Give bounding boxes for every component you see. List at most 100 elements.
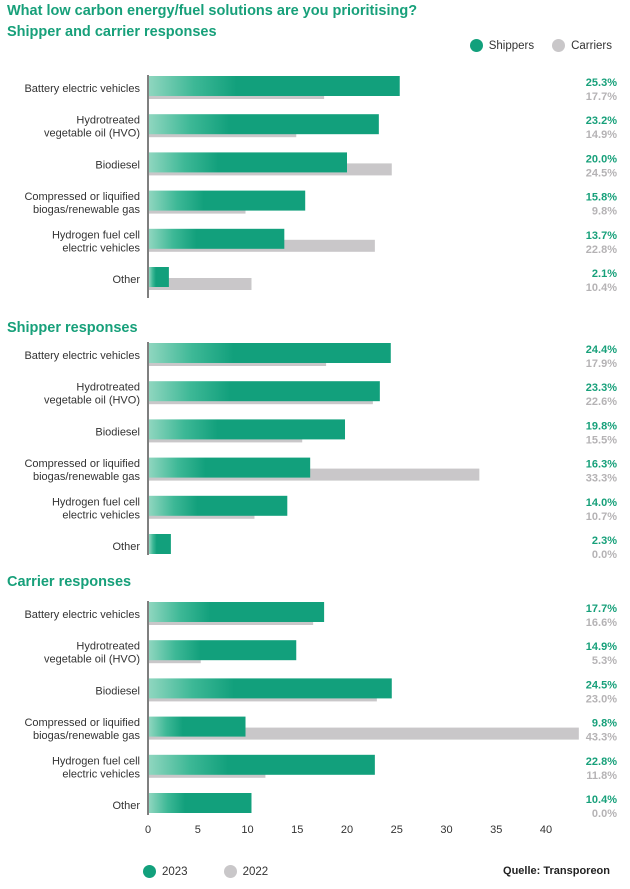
bar-2023 bbox=[149, 602, 325, 622]
category-label: vegetable oil (HVO) bbox=[44, 654, 140, 666]
category-label: Other bbox=[112, 274, 140, 286]
bar-shippers bbox=[149, 76, 400, 96]
value-label-2022: 0.0% bbox=[592, 808, 617, 820]
bar-shippers bbox=[149, 152, 347, 173]
value-label-2023: 23.3% bbox=[586, 382, 617, 394]
legend-bottom: 2023 2022 bbox=[143, 865, 304, 878]
value-label-2022: 0.0% bbox=[592, 549, 617, 561]
carriers-legend-label: Carriers bbox=[571, 39, 612, 52]
category-label: Other bbox=[112, 800, 140, 812]
category-label: Hydrotreated bbox=[76, 641, 140, 653]
category-label: Biodiesel bbox=[95, 159, 140, 171]
legend-2022-label: 2022 bbox=[242, 865, 269, 878]
bar-shippers bbox=[149, 228, 285, 249]
value-label-2022: 5.3% bbox=[592, 655, 617, 667]
legend-top: Shippers Carriers bbox=[469, 39, 612, 52]
bar-2023 bbox=[149, 381, 380, 402]
x-tick-label: 30 bbox=[440, 824, 452, 836]
value-label-2023: 14.9% bbox=[586, 641, 617, 653]
x-tick-label: 5 bbox=[195, 824, 201, 836]
bar-2023 bbox=[149, 793, 252, 813]
value-label-carriers: 14.9% bbox=[586, 129, 617, 141]
value-label-carriers: 9.8% bbox=[592, 206, 617, 218]
section-title-combined: Shipper and carrier responses bbox=[7, 24, 217, 40]
x-tick-label: 40 bbox=[540, 824, 552, 836]
category-label: Hydrotreated bbox=[76, 382, 140, 394]
bar-2022 bbox=[149, 727, 579, 740]
category-label: biogas/renewable gas bbox=[33, 471, 141, 483]
value-label-2022: 11.8% bbox=[586, 770, 617, 782]
bar-shippers bbox=[149, 114, 379, 135]
legend-2022-swatch bbox=[223, 865, 237, 878]
category-label: biogas/renewable gas bbox=[33, 204, 141, 216]
category-label: vegetable oil (HVO) bbox=[44, 395, 140, 407]
legend-2023-swatch bbox=[143, 865, 156, 878]
category-label: vegetable oil (HVO) bbox=[44, 128, 140, 140]
section-title-shipper: Shipper responses bbox=[7, 320, 138, 336]
category-label: Compressed or liquified bbox=[24, 717, 140, 729]
value-label-2023: 16.3% bbox=[586, 459, 617, 471]
x-tick-label: 10 bbox=[241, 824, 253, 836]
carriers-legend-swatch bbox=[552, 39, 566, 52]
value-label-shippers: 15.8% bbox=[586, 192, 617, 204]
category-label: Battery electric vehicles bbox=[24, 83, 140, 95]
category-label: Biodiesel bbox=[95, 685, 140, 697]
category-label: Compressed or liquified bbox=[24, 191, 140, 203]
value-label-shippers: 23.2% bbox=[586, 115, 617, 127]
category-label: Hydrotreated bbox=[76, 115, 140, 127]
value-label-2023: 24.4% bbox=[586, 344, 617, 356]
category-label: biogas/renewable gas bbox=[33, 730, 141, 742]
value-label-carriers: 24.5% bbox=[586, 167, 617, 179]
category-label: Other bbox=[112, 541, 140, 553]
value-label-2023: 14.0% bbox=[586, 497, 617, 509]
value-label-2022: 33.3% bbox=[586, 473, 617, 485]
value-label-2023: 19.8% bbox=[586, 420, 617, 432]
value-label-2022: 43.3% bbox=[586, 732, 617, 744]
value-label-2023: 9.8% bbox=[592, 718, 617, 730]
bar-carriers bbox=[149, 278, 252, 290]
value-label-2022: 22.6% bbox=[586, 396, 617, 408]
x-tick-label: 35 bbox=[490, 824, 502, 836]
value-label-shippers: 2.1% bbox=[592, 268, 617, 280]
section-title-carrier: Carrier responses bbox=[7, 574, 132, 590]
bar-shippers bbox=[149, 190, 306, 211]
category-label: electric vehicles bbox=[62, 242, 140, 254]
bar-2023 bbox=[149, 678, 392, 699]
bar-2023 bbox=[149, 495, 288, 516]
category-label: electric vehicles bbox=[62, 768, 140, 780]
x-tick-label: 15 bbox=[291, 824, 303, 836]
x-tick-label: 20 bbox=[341, 824, 353, 836]
value-label-shippers: 25.3% bbox=[586, 77, 617, 89]
legend-2023-label: 2023 bbox=[162, 865, 188, 878]
category-label: Battery electric vehicles bbox=[24, 609, 140, 621]
value-label-2023: 17.7% bbox=[586, 603, 617, 615]
category-label: Hydrogen fuel cell bbox=[52, 755, 140, 767]
category-label: Battery electric vehicles bbox=[24, 350, 140, 362]
value-label-2023: 22.8% bbox=[586, 756, 617, 768]
x-tick-label: 0 bbox=[145, 824, 151, 836]
bar-2023 bbox=[149, 343, 391, 363]
chart-title: What low carbon energy/fuel solutions ar… bbox=[7, 3, 418, 19]
shippers-legend-swatch bbox=[469, 39, 483, 52]
source-note: Quelle: Transporeon bbox=[503, 865, 610, 877]
value-label-2022: 17.9% bbox=[586, 358, 617, 370]
value-label-2022: 16.6% bbox=[586, 617, 617, 629]
bar-2023 bbox=[149, 716, 246, 737]
value-label-2023: 24.5% bbox=[586, 679, 617, 691]
category-label: electric vehicles bbox=[62, 509, 140, 521]
bar-shippers bbox=[149, 267, 169, 287]
value-label-carriers: 17.7% bbox=[586, 91, 617, 103]
value-label-2022: 10.7% bbox=[586, 511, 617, 523]
value-label-carriers: 22.8% bbox=[586, 244, 617, 256]
category-label: Hydrogen fuel cell bbox=[52, 496, 140, 508]
bar-2023 bbox=[149, 457, 311, 478]
shippers-legend-label: Shippers bbox=[488, 39, 535, 52]
value-label-2022: 15.5% bbox=[586, 434, 617, 446]
value-label-shippers: 13.7% bbox=[586, 230, 617, 242]
value-label-2023: 2.3% bbox=[592, 535, 617, 547]
category-label: Compressed or liquified bbox=[24, 458, 140, 470]
category-label: Hydrogen fuel cell bbox=[52, 229, 140, 241]
bar-2023 bbox=[149, 754, 375, 775]
bar-2023 bbox=[149, 419, 346, 440]
